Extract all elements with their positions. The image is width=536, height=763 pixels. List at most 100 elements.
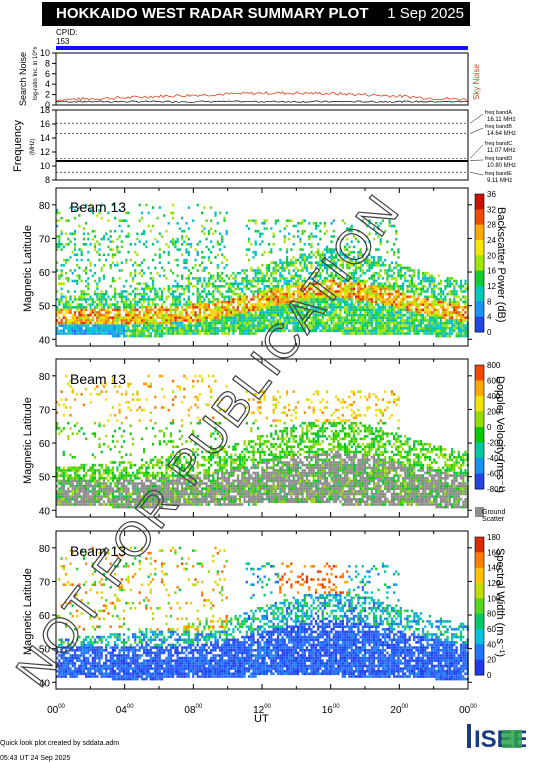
scatter-cell: [140, 505, 143, 509]
scatter-cell: [145, 240, 148, 243]
scatter-cell: [118, 292, 121, 296]
scatter-cell: [78, 303, 81, 306]
scatter-cell: [64, 308, 68, 312]
scatter-cell: [386, 271, 389, 275]
scatter-cell: [187, 243, 190, 246]
scatter-cell: [330, 319, 333, 322]
scatter-cell: [138, 490, 141, 493]
scatter-cell: [71, 306, 74, 309]
scatter-cell: [60, 332, 63, 335]
scatter-cell: [410, 303, 413, 306]
scatter-cell: [239, 313, 242, 317]
scatter-cell: [359, 292, 362, 296]
scatter-cell: [288, 282, 291, 285]
scatter-cell: [384, 306, 387, 309]
scatter-cell: [154, 484, 157, 488]
scatter-cell: [160, 387, 164, 391]
scatter-cell: [140, 500, 143, 504]
scatter-cell: [176, 482, 179, 485]
scatter-cell: [116, 466, 119, 470]
scatter-cell: [312, 329, 315, 333]
scatter-cell: [216, 285, 219, 288]
scatter-cell: [328, 266, 331, 270]
scatter-cell: [131, 303, 135, 306]
scatter-cell: [379, 258, 382, 262]
scatter-cell: [174, 497, 177, 501]
scatter-cell: [301, 290, 304, 293]
scatter-cell: [388, 274, 391, 278]
colorbar-segment: [475, 255, 484, 272]
scatter-cell: [343, 290, 347, 293]
scatter-cell: [348, 258, 351, 262]
scatter-cell: [156, 500, 159, 504]
scatter-cell: [138, 406, 141, 409]
scatter-cell: [127, 503, 130, 506]
scatter-cell: [272, 324, 275, 327]
scatter-cell: [343, 308, 347, 312]
scatter-cell: [317, 224, 320, 228]
scatter-cell: [370, 282, 373, 285]
scatter-cell: [352, 321, 355, 325]
scatter-cell: [339, 277, 342, 280]
scatter-cell: [109, 306, 112, 309]
scatter-cell: [368, 222, 371, 225]
scatter-cell: [58, 482, 61, 485]
scatter-cell: [122, 461, 126, 464]
scatter-cell: [87, 258, 90, 262]
scatter-cell: [64, 243, 68, 246]
scatter-cell: [377, 285, 380, 288]
scatter-cell: [337, 285, 340, 288]
scatter-cell: [370, 306, 373, 309]
scatter-cell: [332, 308, 335, 312]
scatter-cell: [76, 258, 79, 262]
scatter-cell: [339, 258, 342, 262]
scatter-cell: [252, 277, 255, 280]
scatter-cell: [261, 271, 264, 275]
scatter-cell: [98, 316, 101, 319]
scatter-cell: [343, 292, 347, 296]
scatter-cell: [355, 311, 358, 314]
scatter-cell: [368, 240, 371, 243]
scatter-cell: [60, 282, 63, 285]
scatter-cell: [292, 285, 295, 288]
scatter-cell: [134, 292, 137, 296]
scatter-cell: [172, 321, 175, 325]
scatter-cell: [323, 224, 326, 228]
scatter-cell: [424, 295, 427, 299]
scatter-cell: [85, 300, 88, 304]
scatter-cell: [111, 326, 114, 330]
scatter-cell: [294, 319, 297, 322]
scatter-cell: [321, 306, 324, 309]
scatter-cell: [216, 329, 219, 333]
scatter-cell: [335, 264, 338, 267]
scatter-cell: [451, 316, 454, 319]
scatter-cell: [330, 300, 333, 304]
scatter-cell: [89, 326, 92, 330]
scatter-cell: [455, 324, 458, 327]
scatter-cell: [181, 274, 184, 278]
scatter-cell: [464, 334, 467, 338]
scatter-cell: [98, 495, 101, 498]
scatter-cell: [58, 237, 61, 241]
scatter-cell: [102, 424, 106, 428]
scatter-cell: [330, 295, 333, 299]
scatter-cell: [143, 495, 146, 498]
scatter-cell: [145, 311, 148, 314]
scatter-cell: [107, 332, 110, 335]
scatter-cell: [297, 285, 300, 288]
scatter-cell: [408, 313, 411, 317]
scatter-cell: [364, 298, 367, 301]
scatter-cell: [433, 321, 436, 325]
scatter-cell: [76, 326, 79, 330]
scatter-cell: [85, 203, 88, 207]
scatter-cell: [114, 497, 117, 501]
scatter-cell: [297, 295, 300, 299]
scatter-cell: [138, 505, 141, 509]
scatter-cell: [256, 329, 260, 333]
scatter-cell: [439, 326, 442, 330]
scatter-cell: [183, 292, 186, 296]
scatter-cell: [116, 261, 119, 264]
scatter-cell: [430, 326, 434, 330]
scatter-cell: [134, 497, 137, 501]
scatter-cell: [163, 308, 166, 312]
